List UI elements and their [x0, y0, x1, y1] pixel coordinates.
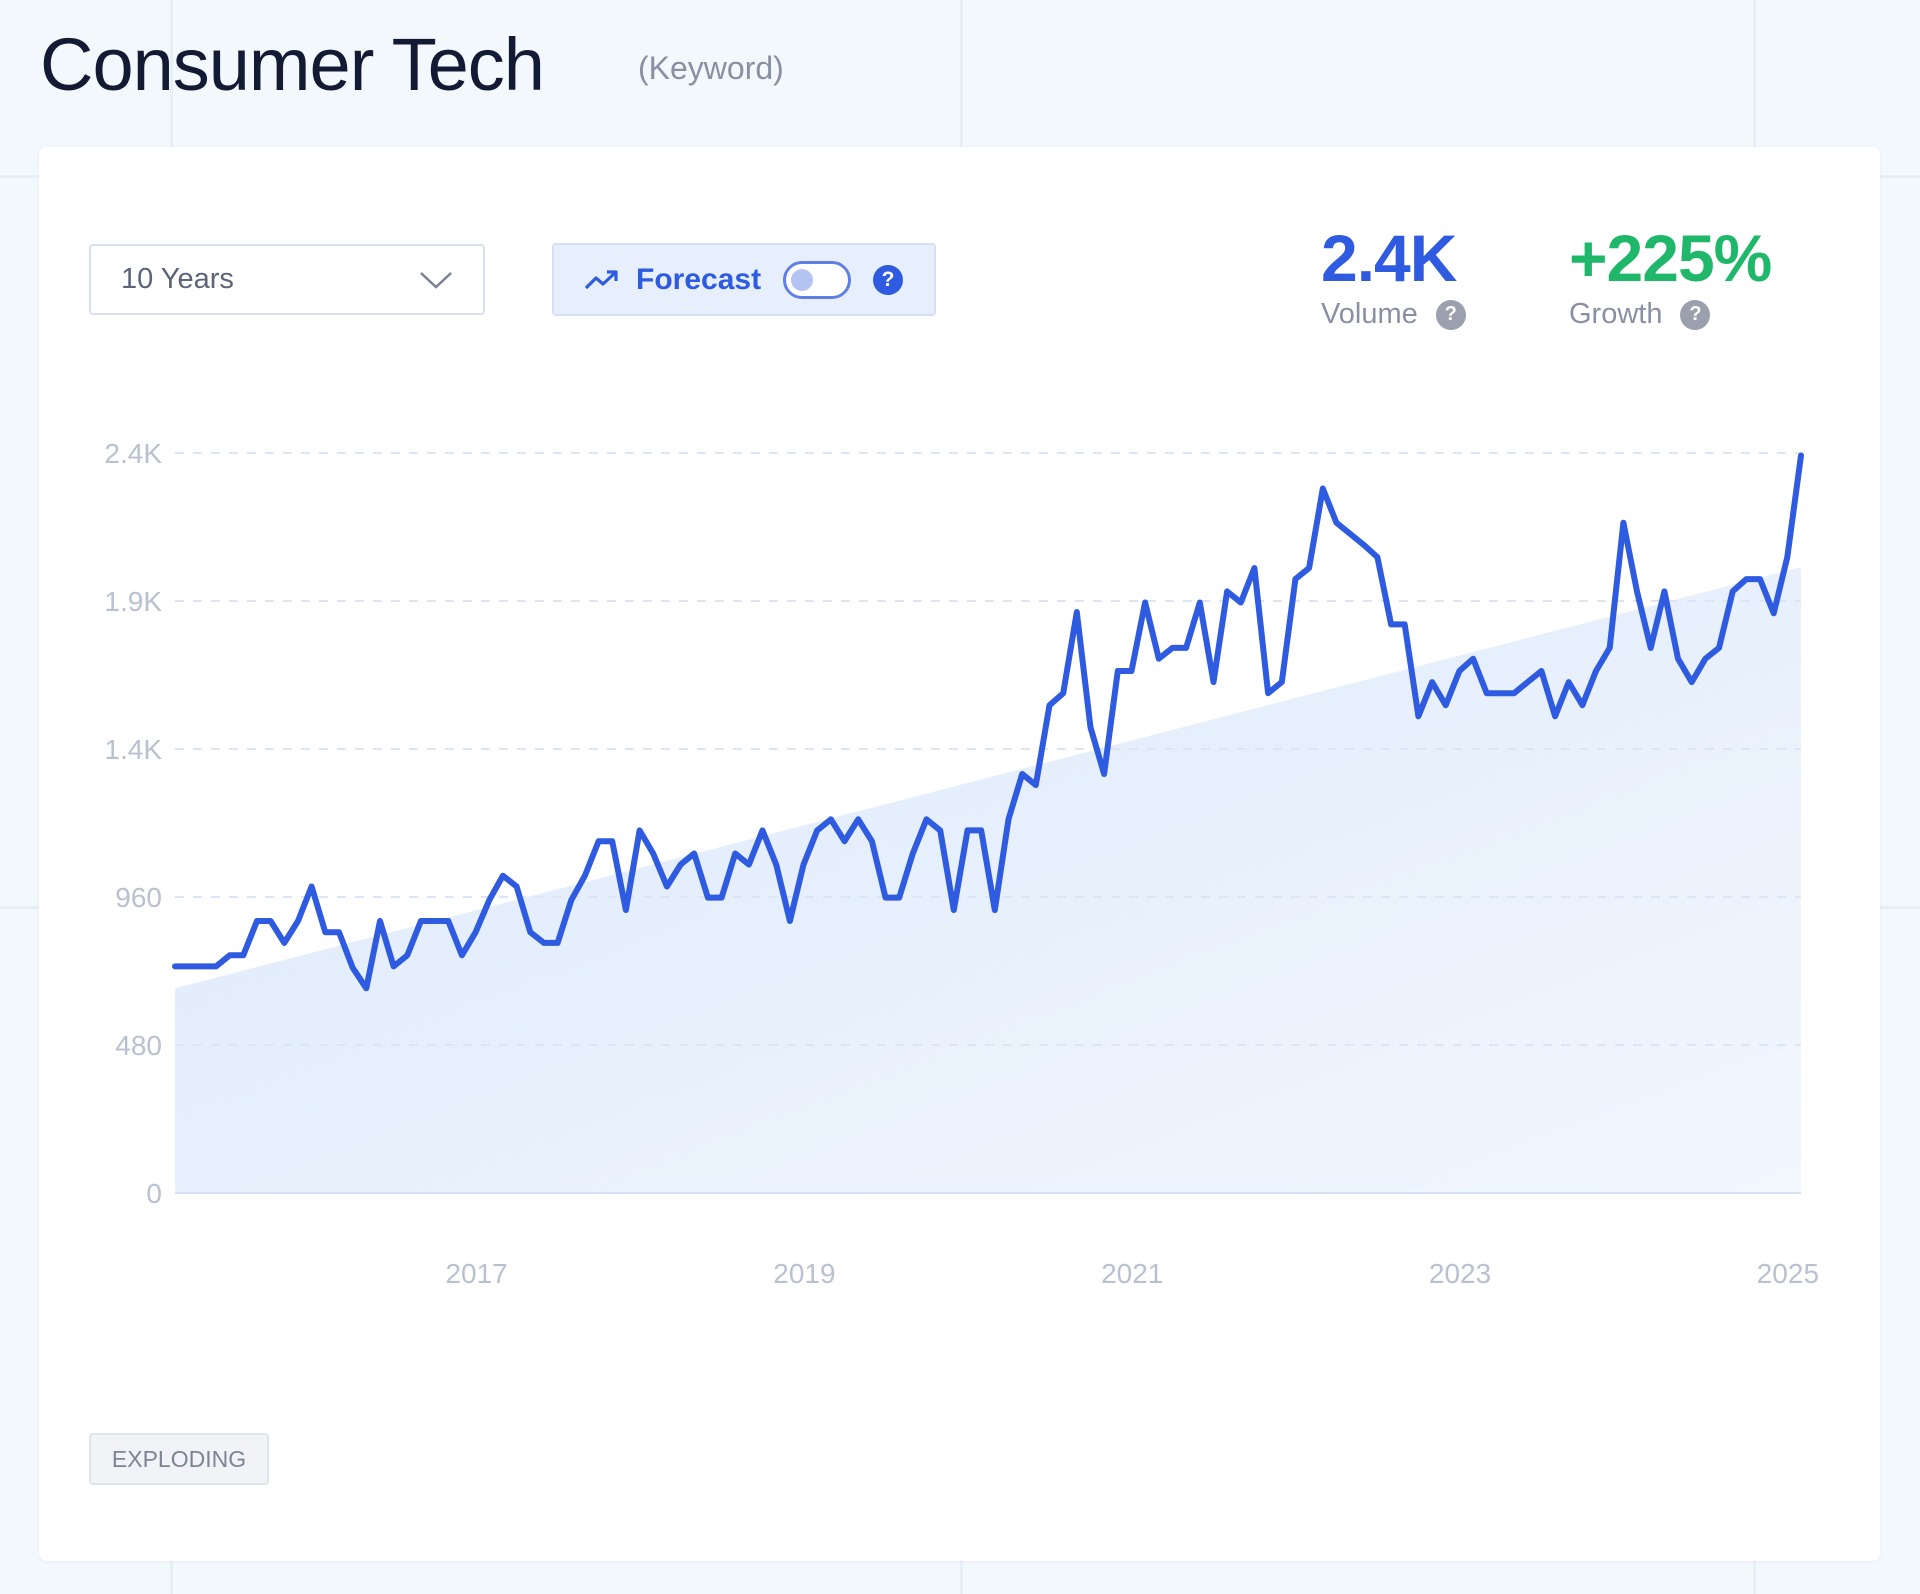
- status-badge: EXPLODING: [89, 1433, 269, 1485]
- y-tick-label: 480: [115, 1030, 162, 1061]
- growth-value: +225%: [1569, 221, 1772, 295]
- growth-help-icon[interactable]: ?: [1680, 299, 1711, 330]
- x-tick-label: 2017: [445, 1258, 507, 1289]
- volume-label: Volume: [1321, 298, 1418, 330]
- toggle-knob: [791, 268, 814, 291]
- volume-value: 2.4K: [1321, 221, 1457, 295]
- x-tick-label: 2021: [1101, 1258, 1163, 1289]
- y-tick-label: 2.4K: [104, 438, 162, 469]
- volume-metric: 2.4K Volume?: [1321, 220, 1466, 331]
- y-tick-label: 960: [115, 882, 162, 913]
- time-range-value: 10 Years: [121, 263, 234, 295]
- volume-line: [172, 452, 1804, 992]
- forecast-label: Forecast: [636, 262, 762, 296]
- y-tick-label: 1.9K: [104, 586, 162, 617]
- page-title: Consumer Tech: [40, 23, 545, 106]
- x-tick-label: 2023: [1429, 1258, 1491, 1289]
- volume-help-icon[interactable]: ?: [1435, 299, 1466, 330]
- x-tick-label: 2025: [1757, 1258, 1819, 1289]
- growth-metric: +225% Growth?: [1569, 220, 1772, 331]
- forecast-toggle[interactable]: [783, 260, 852, 299]
- forecast-control: Forecast ?: [552, 243, 936, 316]
- y-tick-label: 0: [146, 1178, 162, 1209]
- page-subtitle: (Keyword): [638, 50, 784, 86]
- chevron-down-icon: [420, 271, 452, 289]
- x-tick-label: 2019: [773, 1258, 835, 1289]
- y-tick-label: 1.4K: [104, 734, 162, 765]
- time-range-dropdown[interactable]: 10 Years: [89, 244, 485, 315]
- forecast-help-icon[interactable]: ?: [873, 264, 904, 295]
- growth-label: Growth: [1569, 298, 1663, 330]
- trending-up-icon: [584, 269, 618, 289]
